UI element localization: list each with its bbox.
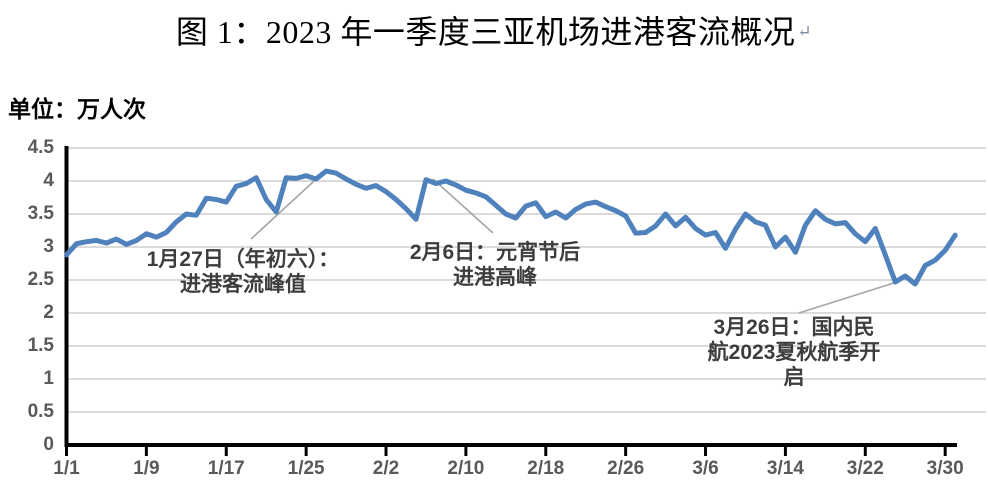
annotation-line: 启 <box>783 366 805 389</box>
annotation-leader-line <box>432 178 494 234</box>
x-axis-tick-label: 1/17 <box>207 458 245 479</box>
x-axis-tick-label: 3/6 <box>692 458 719 479</box>
x-axis-tick-label: 2/10 <box>447 458 485 479</box>
annotation-line: 航2023夏秋航季开 <box>707 341 881 364</box>
y-axis-tick-label: 4.5 <box>27 137 54 158</box>
x-axis-tick-label: 1/9 <box>133 458 160 479</box>
axis-unit-label: 单位：万人次 <box>8 96 146 122</box>
y-axis-tick-label: 1.5 <box>27 335 54 356</box>
y-axis-tick-label: 3 <box>43 236 54 257</box>
annotation-leader-line <box>798 280 901 314</box>
x-axis-tick-label: 2/26 <box>607 458 645 479</box>
x-axis-tick-label: 2/2 <box>372 458 400 479</box>
y-axis-tick-label: 1 <box>43 368 54 389</box>
title-text: 图 1：2023 年一季度三亚机场进港客流概况 <box>175 14 796 50</box>
x-axis-tick-label: 3/22 <box>846 458 884 479</box>
y-axis-tick-label: 3.5 <box>27 203 54 224</box>
paragraph-mark-icon: ↵ <box>797 22 813 41</box>
x-axis-tick-label: 2/18 <box>527 458 565 479</box>
y-axis-tick-label: 2.5 <box>27 269 54 290</box>
page-title: 图 1：2023 年一季度三亚机场进港客流概况 ↵ <box>0 7 988 53</box>
annotation-line: 1月27日（年初六）： <box>146 248 340 271</box>
y-axis-tick-label: 0 <box>43 434 54 455</box>
annotation-leader-line <box>250 170 326 240</box>
annotation-feb6-lantern: 2月6日：元宵节后 进港高峰 <box>395 240 595 290</box>
x-axis-tick-label: 1/25 <box>287 458 325 479</box>
y-axis-tick-label: 2 <box>43 302 54 323</box>
annotation-line: 2月6日：元宵节后 <box>409 241 581 264</box>
annotation-line: 3月26日：国内民 <box>713 316 875 339</box>
annotation-jan27-peak: 1月27日（年初六）： 进港客流峰值 <box>108 247 378 297</box>
passenger-flow-line <box>64 168 958 287</box>
annotation-line: 进港客流峰值 <box>180 273 306 296</box>
x-axis-tick-label: 3/30 <box>926 458 964 479</box>
y-axis-tick-label: 4 <box>43 170 54 191</box>
x-axis-tick-label: 1/1 <box>53 458 80 479</box>
y-axis-tick-label: 0.5 <box>27 401 54 422</box>
x-axis-tick-label: 3/14 <box>766 458 804 479</box>
annotation-line: 进港高峰 <box>453 266 537 289</box>
annotation-mar26-season: 3月26日：国内民 航2023夏秋航季开 启 <box>679 315 909 390</box>
